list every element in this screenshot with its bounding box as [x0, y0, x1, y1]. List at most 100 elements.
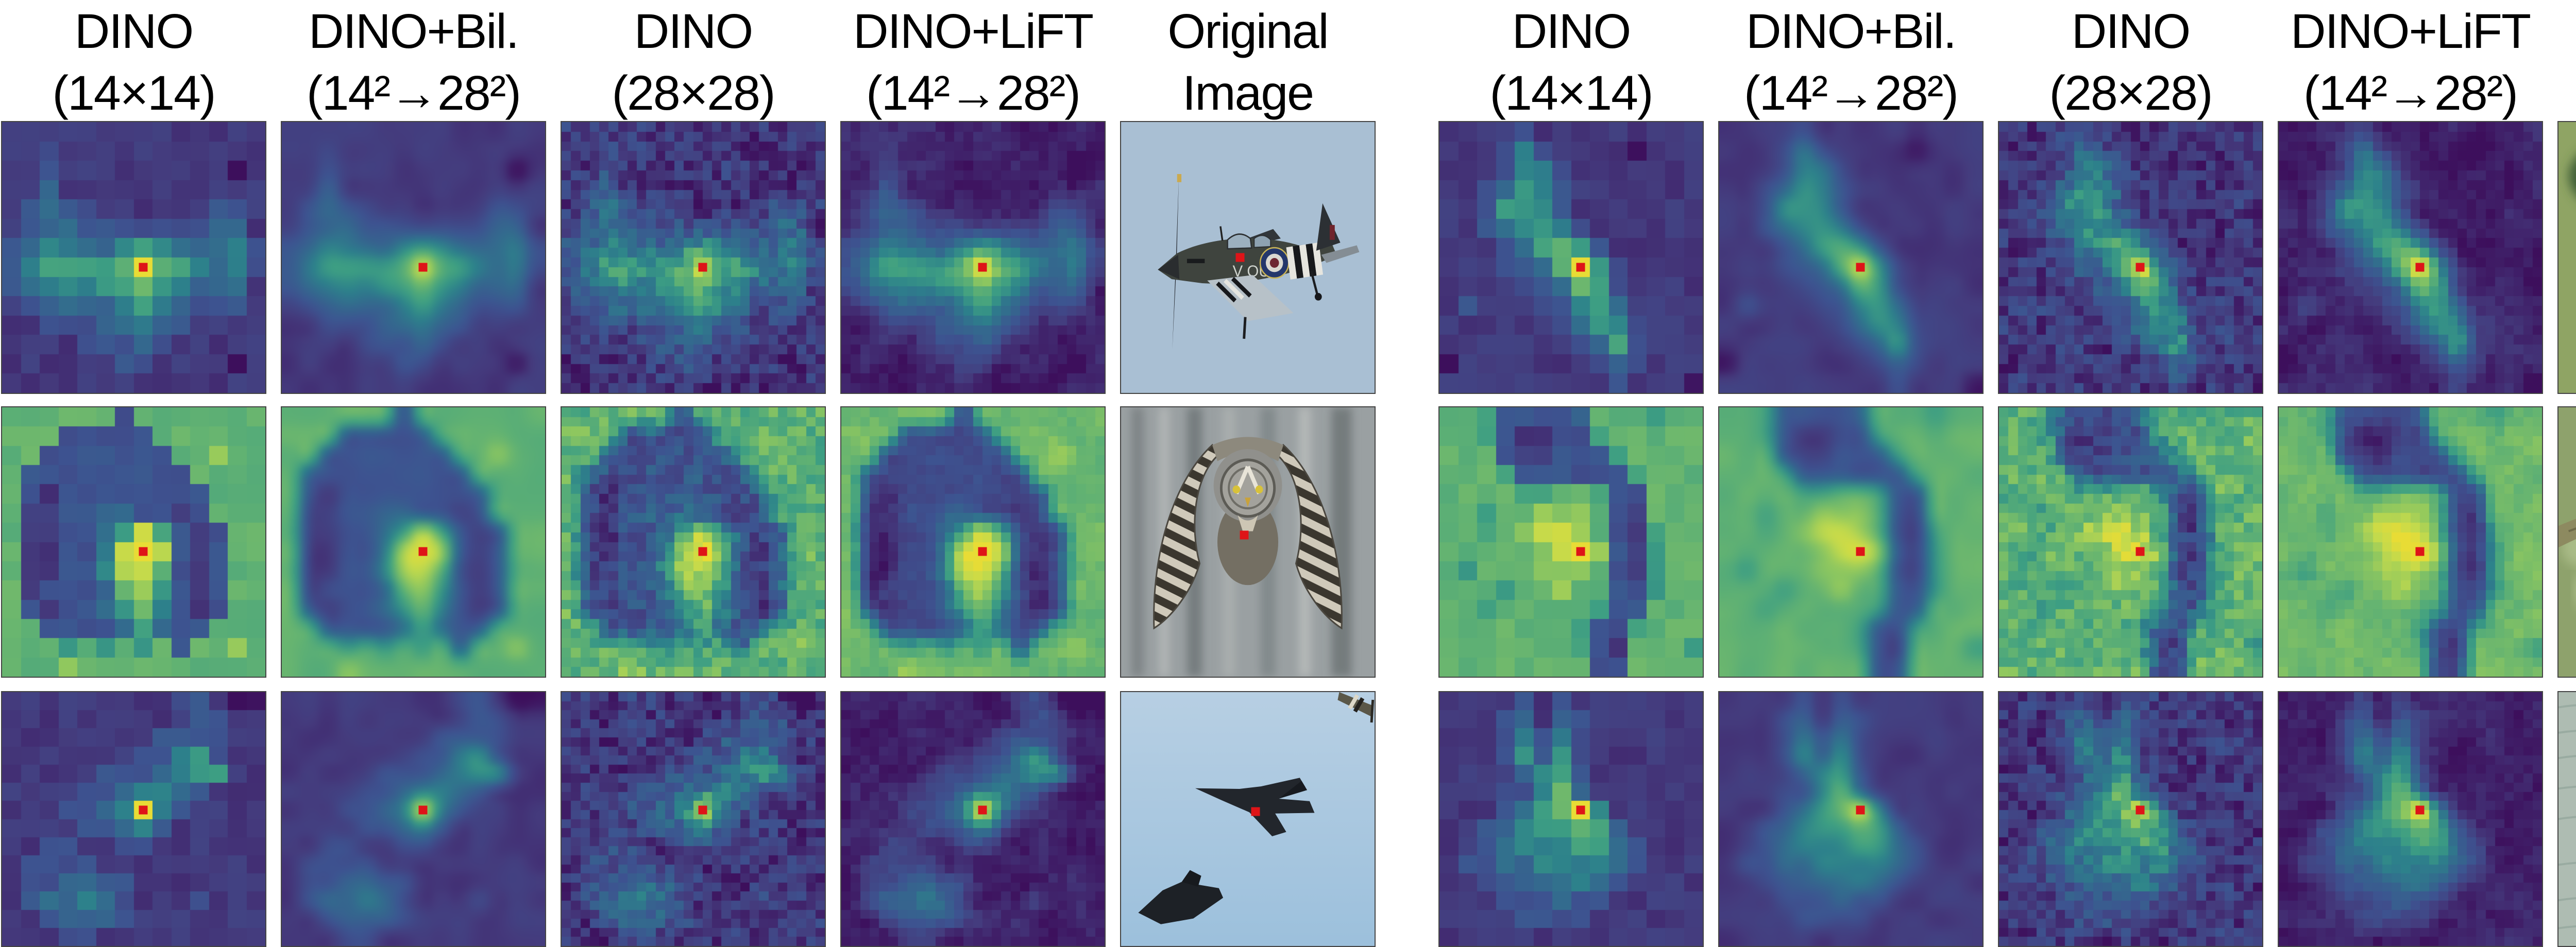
query-point-marker [139, 805, 148, 815]
query-point-marker [2136, 263, 2145, 272]
heatmap-bilinear-geese [1718, 691, 1984, 947]
heatmap-dino28-owl [561, 406, 826, 678]
column-header-sublabel: (14²→28²) [307, 66, 521, 120]
column-header-dino14-right: DINO (14×14) [1438, 4, 1704, 120]
query-point-marker [139, 263, 148, 272]
column-header-original-right: Original Image [2557, 4, 2576, 119]
heatmap-lift-owl [840, 406, 1106, 678]
query-point-marker [418, 263, 428, 272]
nose-spinner [1158, 254, 1180, 280]
query-point-marker [1856, 805, 1865, 815]
owl-photo-illustration [1121, 407, 1375, 677]
tailplane [1321, 245, 1360, 263]
query-point-marker [698, 805, 707, 815]
wing-stripe-light [1224, 279, 1244, 300]
jet-f15 [1195, 778, 1315, 836]
query-point-marker [1235, 253, 1245, 262]
heatmap-dino28-spitfire [561, 121, 826, 394]
column-header-sublabel: Image [1182, 66, 1314, 120]
column-header-label: DINO+Bil. [1746, 4, 1957, 59]
query-point-marker [418, 547, 428, 556]
magpie-photo-illustration [2558, 122, 2576, 393]
heatmap-lift-spitfire [840, 121, 1106, 394]
heatmap-dino14-owl [1, 406, 266, 678]
column-header-label: DINO [1512, 4, 1632, 59]
column-header-original-left: Original Image [1120, 4, 1376, 120]
owl-chin-patch [1238, 515, 1258, 531]
heatmap-bilinear-jets [281, 691, 546, 947]
column-header-lift-left: DINO+LiFT (14²→28²) [840, 4, 1106, 120]
wing-stripe-dark2 [1231, 277, 1252, 298]
original-image-jets [1120, 691, 1376, 947]
column-header-label: DINO [74, 4, 194, 59]
owl-left-wing [1153, 443, 1218, 630]
heatmap-dino14-marmoset [1438, 406, 1704, 678]
column-header-label: Original [2557, 4, 2576, 59]
query-point-marker [139, 547, 148, 556]
query-point-marker [2136, 547, 2145, 556]
heatmap-lift-marmoset [2278, 406, 2543, 678]
query-point-marker [1576, 263, 1585, 272]
heatmap-dino28-jets [561, 691, 826, 947]
heatmap-lift-geese [2278, 691, 2543, 947]
column-header-sublabel: (14²→28²) [866, 66, 1081, 120]
tailwheel [1314, 292, 1322, 301]
owl-left-eye [1232, 485, 1241, 494]
column-header-label: DINO+Bil. [309, 4, 519, 59]
query-point-marker [418, 805, 428, 815]
owl-beak [1245, 497, 1251, 507]
heatmap-dino14-spitfire [1, 121, 266, 394]
fin-flash [1329, 225, 1335, 240]
jet-f22 [1138, 870, 1224, 924]
rear-canopy [1253, 235, 1272, 248]
propeller-tip [1177, 174, 1182, 182]
landing-gear-leg [1243, 317, 1247, 339]
query-point-marker [1251, 807, 1260, 816]
column-header-lift-right: DINO+LiFT (14²→28²) [2278, 4, 2543, 120]
warbird-partial [1337, 692, 1375, 723]
heatmap-dino28-magpie [1998, 121, 2263, 394]
column-header-sublabel: (14×14) [52, 66, 216, 120]
original-image-marmoset [2557, 406, 2576, 678]
exhaust-stubs [1187, 259, 1205, 264]
query-point-marker [2415, 805, 2425, 815]
column-header-label: DINO+LiFT [853, 4, 1094, 59]
pine-branch-mass [2568, 158, 2576, 195]
owl-right-eye [1255, 485, 1263, 494]
jets-photo-illustration [1121, 692, 1375, 946]
column-header-dino28-right: DINO (28×28) [1998, 4, 2263, 120]
owl-right-wing [1277, 443, 1343, 630]
query-point-marker [1240, 530, 1249, 540]
query-point-marker [698, 263, 707, 272]
column-header-bilinear-left: DINO+Bil. (14²→28²) [281, 4, 546, 120]
original-image-spitfire: V OU [1120, 121, 1376, 394]
geese-photo-illustration [2558, 692, 2576, 946]
query-point-marker [1576, 805, 1585, 815]
heatmap-bilinear-magpie [1718, 121, 1984, 394]
query-point-marker [1576, 547, 1585, 556]
column-header-dino14-left: DINO (14×14) [1, 4, 266, 120]
column-header-sublabel: (28×28) [612, 66, 775, 120]
heatmap-dino14-geese [1438, 691, 1704, 947]
column-header-sublabel: (14²→28²) [2303, 66, 2518, 120]
tailwheel-strut [1310, 270, 1319, 296]
owl-body [1217, 498, 1279, 586]
query-point-marker [978, 263, 987, 272]
heatmap-lift-magpie [2278, 121, 2543, 394]
query-point-marker [978, 547, 987, 556]
heatmap-dino14-jets [1, 691, 266, 947]
query-point-marker [2415, 263, 2425, 272]
column-header-sublabel: (14²→28²) [1744, 66, 1959, 120]
heatmap-bilinear-spitfire [281, 121, 546, 394]
column-header-sublabel: (14×14) [1489, 66, 1653, 120]
query-point-marker [1856, 547, 1865, 556]
heatmap-bilinear-owl [281, 406, 546, 678]
branch [2558, 519, 2576, 547]
column-header-dino28-left: DINO (28×28) [561, 4, 826, 120]
heatmap-dino28-marmoset [1998, 406, 2263, 678]
column-header-sublabel: Image [2557, 66, 2576, 120]
original-image-geese [2557, 691, 2576, 947]
spitfire-photo-illustration: V OU [1121, 122, 1375, 393]
column-header-label: DINO [2071, 4, 2191, 59]
